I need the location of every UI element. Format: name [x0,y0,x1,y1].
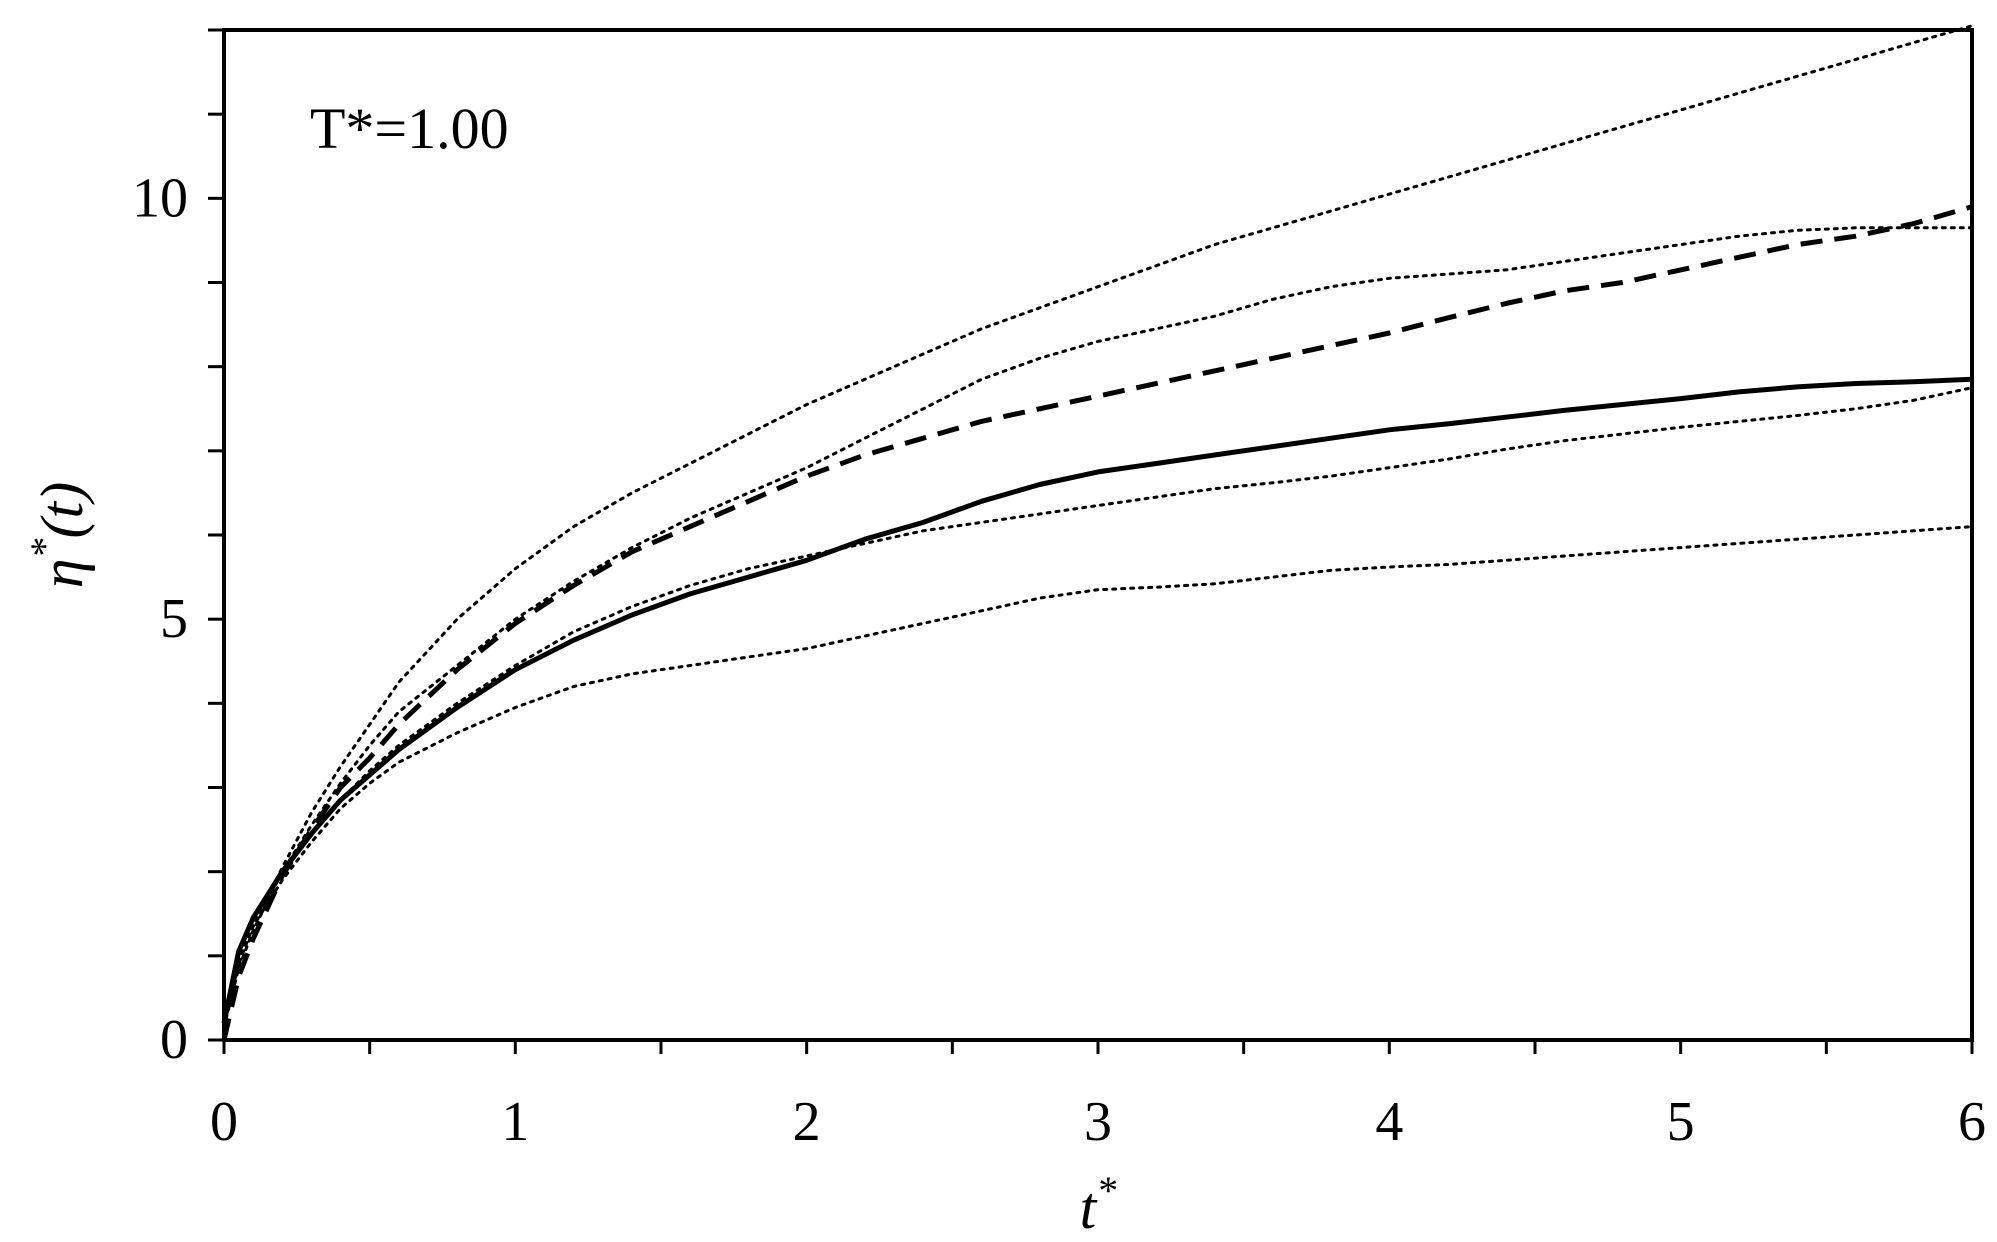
x-tick-label: 6 [1958,1091,1986,1153]
x-tick-label: 2 [793,1091,821,1153]
tick-labels: 0 1 2 3 4 5 6 0 5 10 [132,167,1986,1153]
series-line-dotted-4 [222,226,1974,1029]
y-axis-title-superscript: * [22,538,67,558]
x-tick-label: 4 [1375,1091,1403,1153]
x-tick-label: 1 [501,1091,529,1153]
y-tick-label: 5 [160,588,188,650]
y-axis-title-eta: η [29,558,95,588]
x-axis-title-main: t [1080,1175,1098,1241]
series-line-dashed-2 [221,204,1973,1041]
temperature-annotation: T*=1.00 [310,96,509,161]
y-axis-title-rest: (t) [29,482,95,539]
series-line-dotted-5 [222,386,1974,1025]
series-line-dotted-3 [222,24,1974,1025]
series-line-solid-1 [221,376,1973,1024]
y-tick-label: 0 [160,1009,188,1071]
x-tick-label: 0 [210,1091,238,1153]
x-axis-title-superscript: * [1096,1168,1116,1213]
x-tick-label: 5 [1667,1091,1695,1153]
x-axis-title: t* [1080,1168,1117,1241]
axis-ticks [208,28,1974,1054]
plot-frame [222,28,1974,1042]
series-line-dotted-6 [222,525,1974,1025]
x-tick-label: 3 [1084,1091,1112,1153]
series-group [221,24,1974,1041]
y-axis-title: η*(t) [22,482,95,588]
y-tick-label: 10 [132,167,188,229]
